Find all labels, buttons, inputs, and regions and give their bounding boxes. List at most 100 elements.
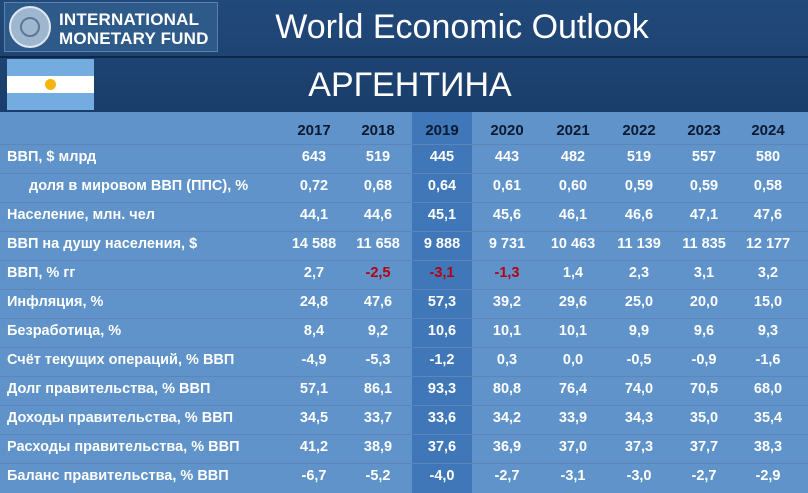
table-cell: 445: [429, 149, 455, 165]
table-cell: 35,4: [753, 410, 783, 426]
table-cell: -1,6: [755, 352, 781, 368]
table-cell: 37,7: [689, 439, 719, 455]
table-cell: 47,6: [753, 207, 783, 223]
table-cell: 12 177: [745, 236, 791, 252]
table-cell: 34,3: [624, 410, 654, 426]
table-cell: 0,60: [558, 178, 588, 194]
table-cell: 9,9: [628, 323, 650, 339]
table-cell: 45,6: [492, 207, 522, 223]
table-cell: 10 463: [550, 236, 596, 252]
year-header-2021: 2021: [556, 122, 590, 139]
table-cell: 46,1: [558, 207, 588, 223]
table-cell: -4,9: [301, 352, 327, 368]
table-cell: 46,6: [624, 207, 654, 223]
row-label: Инфляция, %: [7, 294, 104, 310]
year-header-2022: 2022: [622, 122, 656, 139]
table-cell: 44,1: [299, 207, 329, 223]
table-cell: 41,2: [299, 439, 329, 455]
table-cell: 20,0: [689, 294, 719, 310]
row-divider: [0, 173, 808, 174]
row-label: Счёт текущих операций, % ВВП: [7, 352, 235, 368]
row-divider: [0, 144, 808, 145]
table-cell: 86,1: [363, 381, 393, 397]
table-cell: 25,0: [624, 294, 654, 310]
row-divider: [0, 347, 808, 348]
argentina-flag-icon: [7, 59, 94, 110]
table-cell: 33,6: [427, 410, 457, 426]
table-cell: 47,6: [363, 294, 393, 310]
row-label: ВВП на душу населения, $: [7, 236, 198, 252]
table-cell: 57,1: [299, 381, 329, 397]
economic-indicators-table: 2017 2018 2019 2020 2021 2022 2023 2024 ВВП, $ м…: [0, 112, 808, 493]
table-cell: 0,61: [492, 178, 522, 194]
table-cell: 29,6: [558, 294, 588, 310]
table-cell: 37,6: [427, 439, 457, 455]
table-cell: 33,7: [363, 410, 393, 426]
table-row: Доходы правительства, % ВВП 34,5 33,7 33,6 3…: [0, 405, 808, 433]
table-cell: -0,5: [626, 352, 652, 368]
row-divider: [0, 434, 808, 435]
table-row: доля в мировом ВВП (ППС), % 0,72 0,68 0,64 0…: [0, 173, 808, 201]
year-header-2017: 2017: [297, 122, 331, 139]
table-cell: 643: [301, 149, 327, 165]
table-cell: 9,2: [367, 323, 389, 339]
table-cell: -3,0: [626, 468, 652, 484]
table-cell: 11 835: [682, 236, 726, 252]
imf-seal-icon: [9, 6, 51, 48]
row-label: Безработица, %: [7, 323, 122, 339]
table-cell: 80,8: [492, 381, 522, 397]
table-cell: 37,3: [624, 439, 654, 455]
row-label: Расходы правительства, % ВВП: [7, 439, 240, 455]
table-cell: 0,3: [496, 352, 518, 368]
row-label: Население, млн. чел: [7, 207, 155, 223]
table-cell: 0,59: [689, 178, 719, 194]
table-row: Расходы правительства, % ВВП 41,2 38,9 37,6…: [0, 434, 808, 462]
table-cell: 2,3: [628, 265, 650, 281]
logo-text: INTERNATIONAL MONETARY FUND: [59, 10, 209, 48]
row-divider: [0, 260, 808, 261]
table-cell: 93,3: [427, 381, 457, 397]
row-divider: [0, 405, 808, 406]
table-cell: -5,2: [365, 468, 391, 484]
table-cell: 0,64: [427, 178, 457, 194]
year-header-2020: 2020: [490, 122, 524, 139]
table-cell: 34,2: [492, 410, 522, 426]
row-label: ВВП, $ млрд: [7, 149, 97, 165]
row-divider: [0, 202, 808, 203]
table-cell: 14 588: [291, 236, 337, 252]
table-cell: 47,1: [689, 207, 719, 223]
table-cell: 3,2: [757, 265, 779, 281]
table-cell: -2,7: [494, 468, 520, 484]
table-cell: 0,72: [299, 178, 329, 194]
table-cell: -2,5: [365, 265, 391, 281]
table-cell: 37,0: [558, 439, 588, 455]
highlight-column: [412, 112, 472, 493]
table-row: Счёт текущих операций, % ВВП -4,9 -5,3 -1,2…: [0, 347, 808, 375]
table-cell: 9,6: [693, 323, 715, 339]
row-divider: [0, 318, 808, 319]
table-cell: 34,5: [299, 410, 329, 426]
table-cell: -6,7: [301, 468, 327, 484]
header-divider: [0, 56, 808, 58]
table-cell: 74,0: [624, 381, 654, 397]
year-header-2018: 2018: [361, 122, 395, 139]
table-cell: 10,6: [427, 323, 457, 339]
row-label: доля в мировом ВВП (ППС), %: [29, 178, 249, 194]
table-cell: 38,9: [363, 439, 393, 455]
row-label: Баланс правительства, % ВВП: [7, 468, 229, 484]
table-cell: 8,4: [303, 323, 325, 339]
table-row: Население, млн. чел 44,1 44,6 45,1 45,6 46,1 4…: [0, 202, 808, 230]
table-cell: 39,2: [492, 294, 522, 310]
table-cell: 76,4: [558, 381, 588, 397]
table-row: Баланс правительства, % ВВП -6,7 -5,2 -4,0 -…: [0, 463, 808, 491]
table-cell: 36,9: [492, 439, 522, 455]
table-row: ВВП на душу населения, $ 14 588 11 658 9 88…: [0, 231, 808, 259]
report-header: INTERNATIONAL MONETARY FUND World Econom…: [0, 0, 808, 112]
table-cell: -1,2: [429, 352, 455, 368]
table-cell: 33,9: [558, 410, 588, 426]
table-cell: 11 139: [617, 236, 661, 252]
country-title: АРГЕНТИНА: [308, 66, 512, 104]
table-cell: -5,3: [365, 352, 391, 368]
table-cell: 57,3: [427, 294, 457, 310]
table-row: Безработица, % 8,4 9,2 10,6 10,1 10,1 9,9 9,6 9,…: [0, 318, 808, 346]
